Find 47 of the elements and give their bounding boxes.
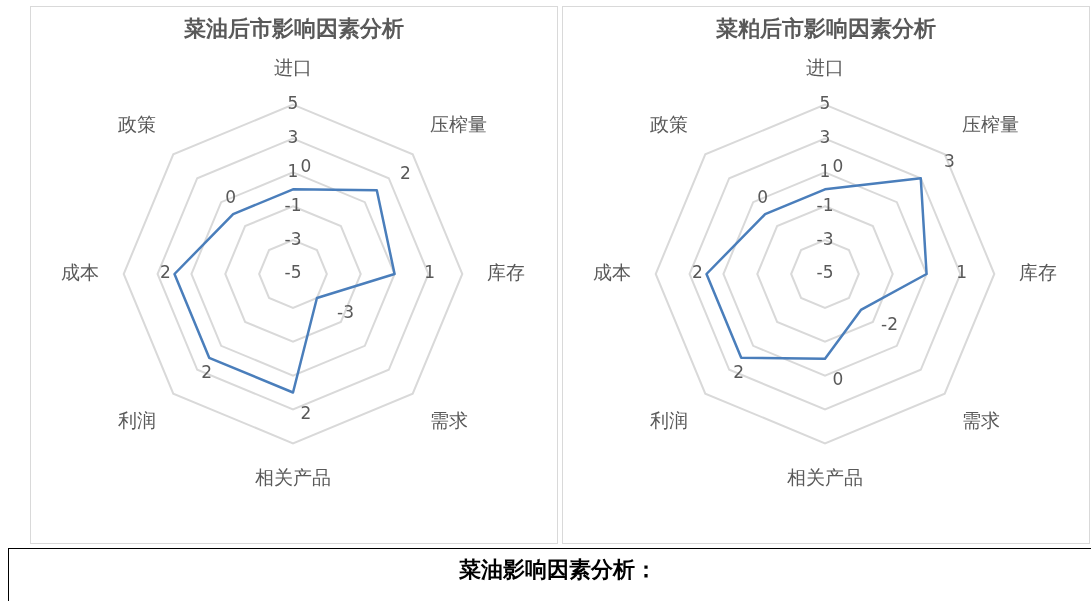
data-label: 3: [943, 151, 955, 172]
data-label: 0: [832, 155, 844, 176]
spoke-label: 相关产品: [255, 466, 331, 489]
spoke-label: 相关产品: [787, 466, 863, 489]
y-tick-label: -5: [816, 262, 834, 283]
spoke-label: 库存: [486, 260, 525, 283]
data-label: 0: [757, 187, 768, 208]
data-label: 2: [300, 402, 312, 423]
chart-title: 菜粕后市影响因素分析: [714, 15, 936, 41]
spoke-label: 压榨量: [962, 112, 1020, 135]
spoke-label: 成本: [593, 260, 632, 283]
data-label: 1: [956, 262, 967, 283]
data-label: 0: [300, 155, 312, 176]
y-tick-label: -1: [816, 194, 834, 215]
spoke-label: 进口: [274, 55, 312, 78]
y-tick-label: 1: [287, 160, 299, 181]
spoke-label: 成本: [61, 260, 100, 283]
y-tick-label: -5: [284, 262, 302, 283]
y-tick-label: 1: [819, 160, 831, 181]
y-tick-label: 5: [819, 93, 831, 114]
data-label: -3: [337, 301, 354, 322]
data-label: 2: [201, 361, 213, 382]
data-label: 2: [692, 262, 703, 283]
data-label: 1: [424, 262, 435, 283]
spoke-label: 进口: [806, 55, 844, 78]
data-label: -2: [880, 313, 898, 334]
y-tick-label: 3: [819, 126, 831, 147]
data-label: 0: [832, 369, 844, 390]
spoke-label: 需求: [430, 409, 469, 432]
y-tick-label: -1: [284, 194, 302, 215]
data-label: 2: [399, 163, 411, 184]
data-label: 0: [225, 187, 236, 208]
spoke-label: 库存: [1018, 260, 1057, 283]
spoke-label: 利润: [117, 409, 156, 432]
spoke-label: 需求: [962, 409, 1001, 432]
y-tick-label: 3: [287, 126, 299, 147]
chart-title: 菜油后市影响因素分析: [182, 15, 404, 41]
text: 菜油影响因素分析：: [8, 548, 1091, 601]
spoke-label: 政策: [117, 112, 156, 135]
spoke-label: 利润: [649, 409, 688, 432]
spoke-label: 政策: [649, 112, 688, 135]
data-label: 2: [733, 361, 745, 382]
data-label: 2: [160, 262, 171, 283]
spoke-label: 压榨量: [430, 112, 488, 135]
y-tick-label: -3: [816, 228, 834, 249]
y-tick-label: -3: [284, 228, 302, 249]
y-tick-label: 5: [287, 93, 299, 114]
